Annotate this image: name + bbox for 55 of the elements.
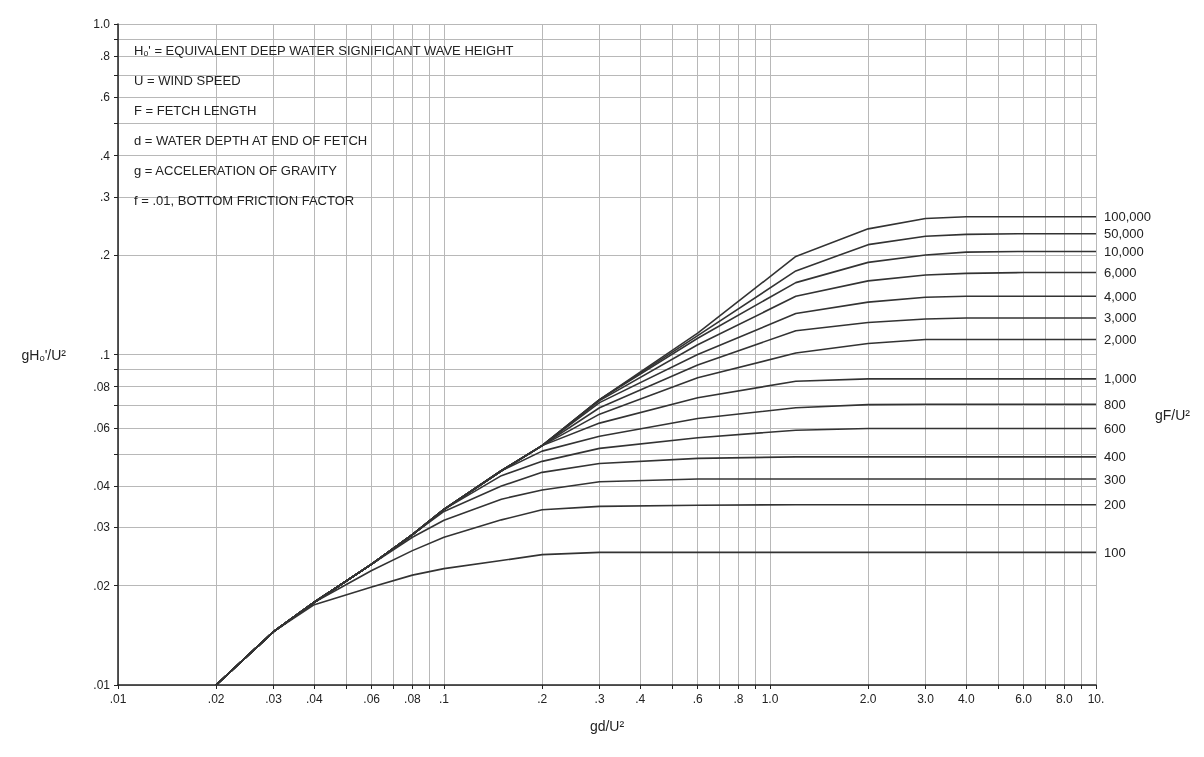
y-tick-label: .6 (99, 90, 111, 105)
y-tick-label: .03 (93, 520, 111, 535)
y-tick-label: .8 (99, 49, 111, 64)
series-label: 400 (1104, 449, 1126, 465)
series-label: 50,000 (1104, 226, 1144, 242)
x-tick-label: 3.0 (917, 692, 935, 706)
y-tick-label: .01 (93, 678, 111, 692)
y-tick-label: .02 (93, 578, 111, 593)
x-tick-label: .08 (404, 692, 422, 706)
series-label: 3,000 (1104, 310, 1137, 326)
x-tick-label: .6 (692, 692, 703, 706)
x-axis-title: gd/U² (589, 718, 625, 734)
series-label: 6,000 (1104, 265, 1137, 281)
x-tick-label: 10. (1087, 692, 1105, 706)
y-tick-label: .06 (93, 420, 111, 435)
series-label: 800 (1104, 396, 1126, 412)
annotation: g = ACCELERATION OF GRAVITY (134, 163, 338, 178)
y-tick-label: .04 (93, 479, 111, 494)
x-tick-label: 4.0 (957, 692, 975, 706)
legend-title: gF/U² (1155, 407, 1191, 423)
series-label: 200 (1104, 497, 1126, 513)
x-tick-label: 8.0 (1056, 692, 1074, 706)
x-tick-label: .06 (363, 692, 381, 706)
series-label: 100 (1104, 544, 1126, 560)
x-tick-label: .04 (305, 692, 323, 706)
x-tick-label: 6.0 (1015, 692, 1033, 706)
series-label: 1,000 (1104, 371, 1137, 387)
annotation: F = FETCH LENGTH (134, 103, 257, 118)
x-tick-label: .1 (438, 692, 450, 706)
series-label: 2,000 (1104, 332, 1137, 348)
y-tick-label: .4 (99, 148, 111, 163)
annotation: f = .01, BOTTOM FRICTION FACTOR (134, 193, 355, 208)
x-tick-label: .2 (537, 692, 548, 706)
x-tick-label: .02 (207, 692, 225, 706)
annotation: U = WIND SPEED (134, 73, 241, 88)
x-tick-label: .03 (265, 692, 283, 706)
y-tick-label: .1 (99, 347, 111, 362)
annotation: Hₒ' = EQUIVALENT DEEP WATER SIGNIFICANT WAVE HEIGHT (134, 43, 514, 58)
series-label: 4,000 (1104, 288, 1137, 304)
x-tick-label: .8 (733, 692, 744, 706)
y-tick-label: 1.0 (93, 17, 111, 31)
series-label: 100,000 (1104, 209, 1151, 225)
x-tick-label: .4 (635, 692, 646, 706)
series-label: 300 (1104, 471, 1126, 487)
y-tick-label: .3 (99, 189, 111, 204)
y-tick-label: .2 (99, 248, 111, 263)
y-axis-title: gHₒ'/U² (21, 346, 67, 363)
x-tick-label: 1.0 (761, 692, 779, 706)
x-tick-label: .01 (109, 692, 127, 706)
y-tick-label: .08 (93, 379, 111, 394)
series-label: 10,000 (1104, 243, 1144, 259)
series-label: 600 (1104, 421, 1126, 437)
annotation: d = WATER DEPTH AT END OF FETCH (134, 133, 368, 148)
x-tick-label: 2.0 (859, 692, 877, 706)
x-tick-label: .3 (594, 692, 605, 706)
